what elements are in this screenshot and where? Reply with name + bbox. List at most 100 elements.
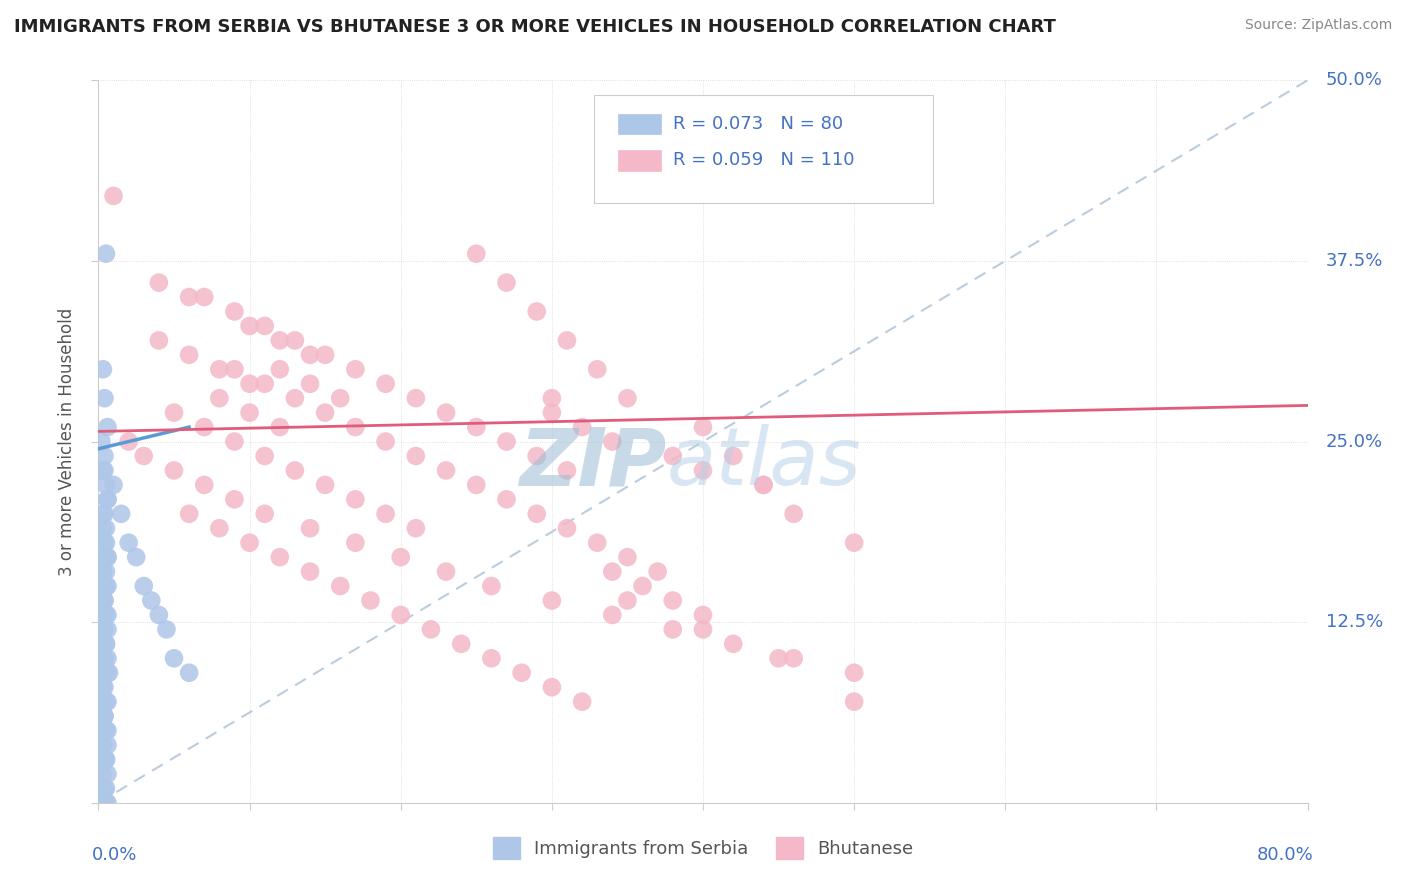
Point bbox=[91, 767, 114, 781]
Text: 25.0%: 25.0% bbox=[1326, 433, 1384, 450]
Point bbox=[96, 492, 118, 507]
Point bbox=[329, 391, 352, 405]
Point bbox=[389, 607, 412, 622]
Text: 37.5%: 37.5% bbox=[1326, 252, 1384, 270]
Point bbox=[253, 376, 276, 391]
Point bbox=[434, 565, 457, 579]
Point bbox=[602, 607, 624, 622]
Point bbox=[555, 521, 578, 535]
Point bbox=[495, 434, 517, 449]
Point bbox=[723, 449, 745, 463]
Point bbox=[434, 463, 457, 477]
Point bbox=[586, 362, 609, 376]
Point bbox=[540, 391, 562, 405]
Point bbox=[555, 463, 578, 477]
Legend: Immigrants from Serbia, Bhutanese: Immigrants from Serbia, Bhutanese bbox=[485, 830, 921, 866]
Point bbox=[91, 709, 114, 723]
Point bbox=[661, 593, 683, 607]
Point bbox=[299, 565, 322, 579]
Point bbox=[269, 420, 291, 434]
Point bbox=[329, 579, 352, 593]
Point bbox=[93, 709, 115, 723]
Point bbox=[179, 507, 201, 521]
Point bbox=[148, 276, 170, 290]
Point bbox=[239, 376, 262, 391]
Point bbox=[193, 478, 215, 492]
Point bbox=[163, 651, 186, 665]
Point bbox=[616, 550, 638, 565]
Text: 80.0%: 80.0% bbox=[1257, 847, 1313, 864]
Point bbox=[495, 492, 517, 507]
Point bbox=[526, 304, 548, 318]
Point bbox=[224, 304, 246, 318]
Point bbox=[284, 463, 307, 477]
Point bbox=[90, 434, 112, 449]
Point bbox=[93, 752, 115, 766]
Point bbox=[98, 665, 121, 680]
Point bbox=[616, 391, 638, 405]
Point bbox=[405, 521, 427, 535]
Point bbox=[94, 579, 117, 593]
Text: 0.0%: 0.0% bbox=[93, 847, 138, 864]
Point bbox=[93, 550, 115, 565]
Point bbox=[299, 521, 322, 535]
Point bbox=[450, 637, 472, 651]
Text: R = 0.059   N = 110: R = 0.059 N = 110 bbox=[672, 152, 855, 169]
Point bbox=[540, 680, 562, 694]
Point bbox=[91, 738, 114, 752]
Point bbox=[96, 550, 118, 565]
Point bbox=[94, 781, 117, 796]
Point bbox=[93, 680, 115, 694]
Point bbox=[616, 593, 638, 607]
Point bbox=[93, 449, 115, 463]
Point bbox=[91, 738, 114, 752]
Point bbox=[692, 607, 714, 622]
Point bbox=[465, 246, 488, 260]
Point bbox=[148, 607, 170, 622]
Point bbox=[602, 565, 624, 579]
Point bbox=[374, 507, 396, 521]
Point bbox=[783, 651, 806, 665]
Point bbox=[91, 680, 114, 694]
Point bbox=[253, 449, 276, 463]
Point bbox=[94, 637, 117, 651]
Point bbox=[752, 478, 775, 492]
Point bbox=[141, 593, 163, 607]
Point bbox=[91, 665, 114, 680]
Point bbox=[96, 492, 118, 507]
Text: 50.0%: 50.0% bbox=[1326, 71, 1382, 89]
Point bbox=[420, 623, 443, 637]
Point bbox=[224, 492, 246, 507]
Point bbox=[269, 362, 291, 376]
Point bbox=[94, 607, 117, 622]
Point bbox=[389, 550, 412, 565]
Point bbox=[125, 550, 148, 565]
Point bbox=[94, 723, 117, 738]
Point bbox=[299, 376, 322, 391]
Point bbox=[91, 521, 114, 535]
Point bbox=[179, 290, 201, 304]
Point bbox=[224, 434, 246, 449]
Point bbox=[661, 449, 683, 463]
Point bbox=[239, 535, 262, 549]
Point bbox=[602, 434, 624, 449]
Point bbox=[253, 507, 276, 521]
Point bbox=[94, 752, 117, 766]
Point bbox=[344, 535, 367, 549]
Y-axis label: 3 or more Vehicles in Household: 3 or more Vehicles in Household bbox=[58, 308, 76, 575]
Point bbox=[571, 420, 593, 434]
Point bbox=[193, 290, 215, 304]
Point bbox=[103, 189, 125, 203]
Point bbox=[344, 420, 367, 434]
Text: atlas: atlas bbox=[666, 425, 862, 502]
FancyBboxPatch shape bbox=[619, 114, 661, 135]
Point bbox=[752, 478, 775, 492]
Point bbox=[93, 507, 115, 521]
Point bbox=[91, 565, 114, 579]
Point bbox=[163, 463, 186, 477]
Point bbox=[94, 695, 117, 709]
Point bbox=[208, 362, 231, 376]
Point bbox=[299, 348, 322, 362]
Point bbox=[405, 391, 427, 405]
Point bbox=[495, 276, 517, 290]
